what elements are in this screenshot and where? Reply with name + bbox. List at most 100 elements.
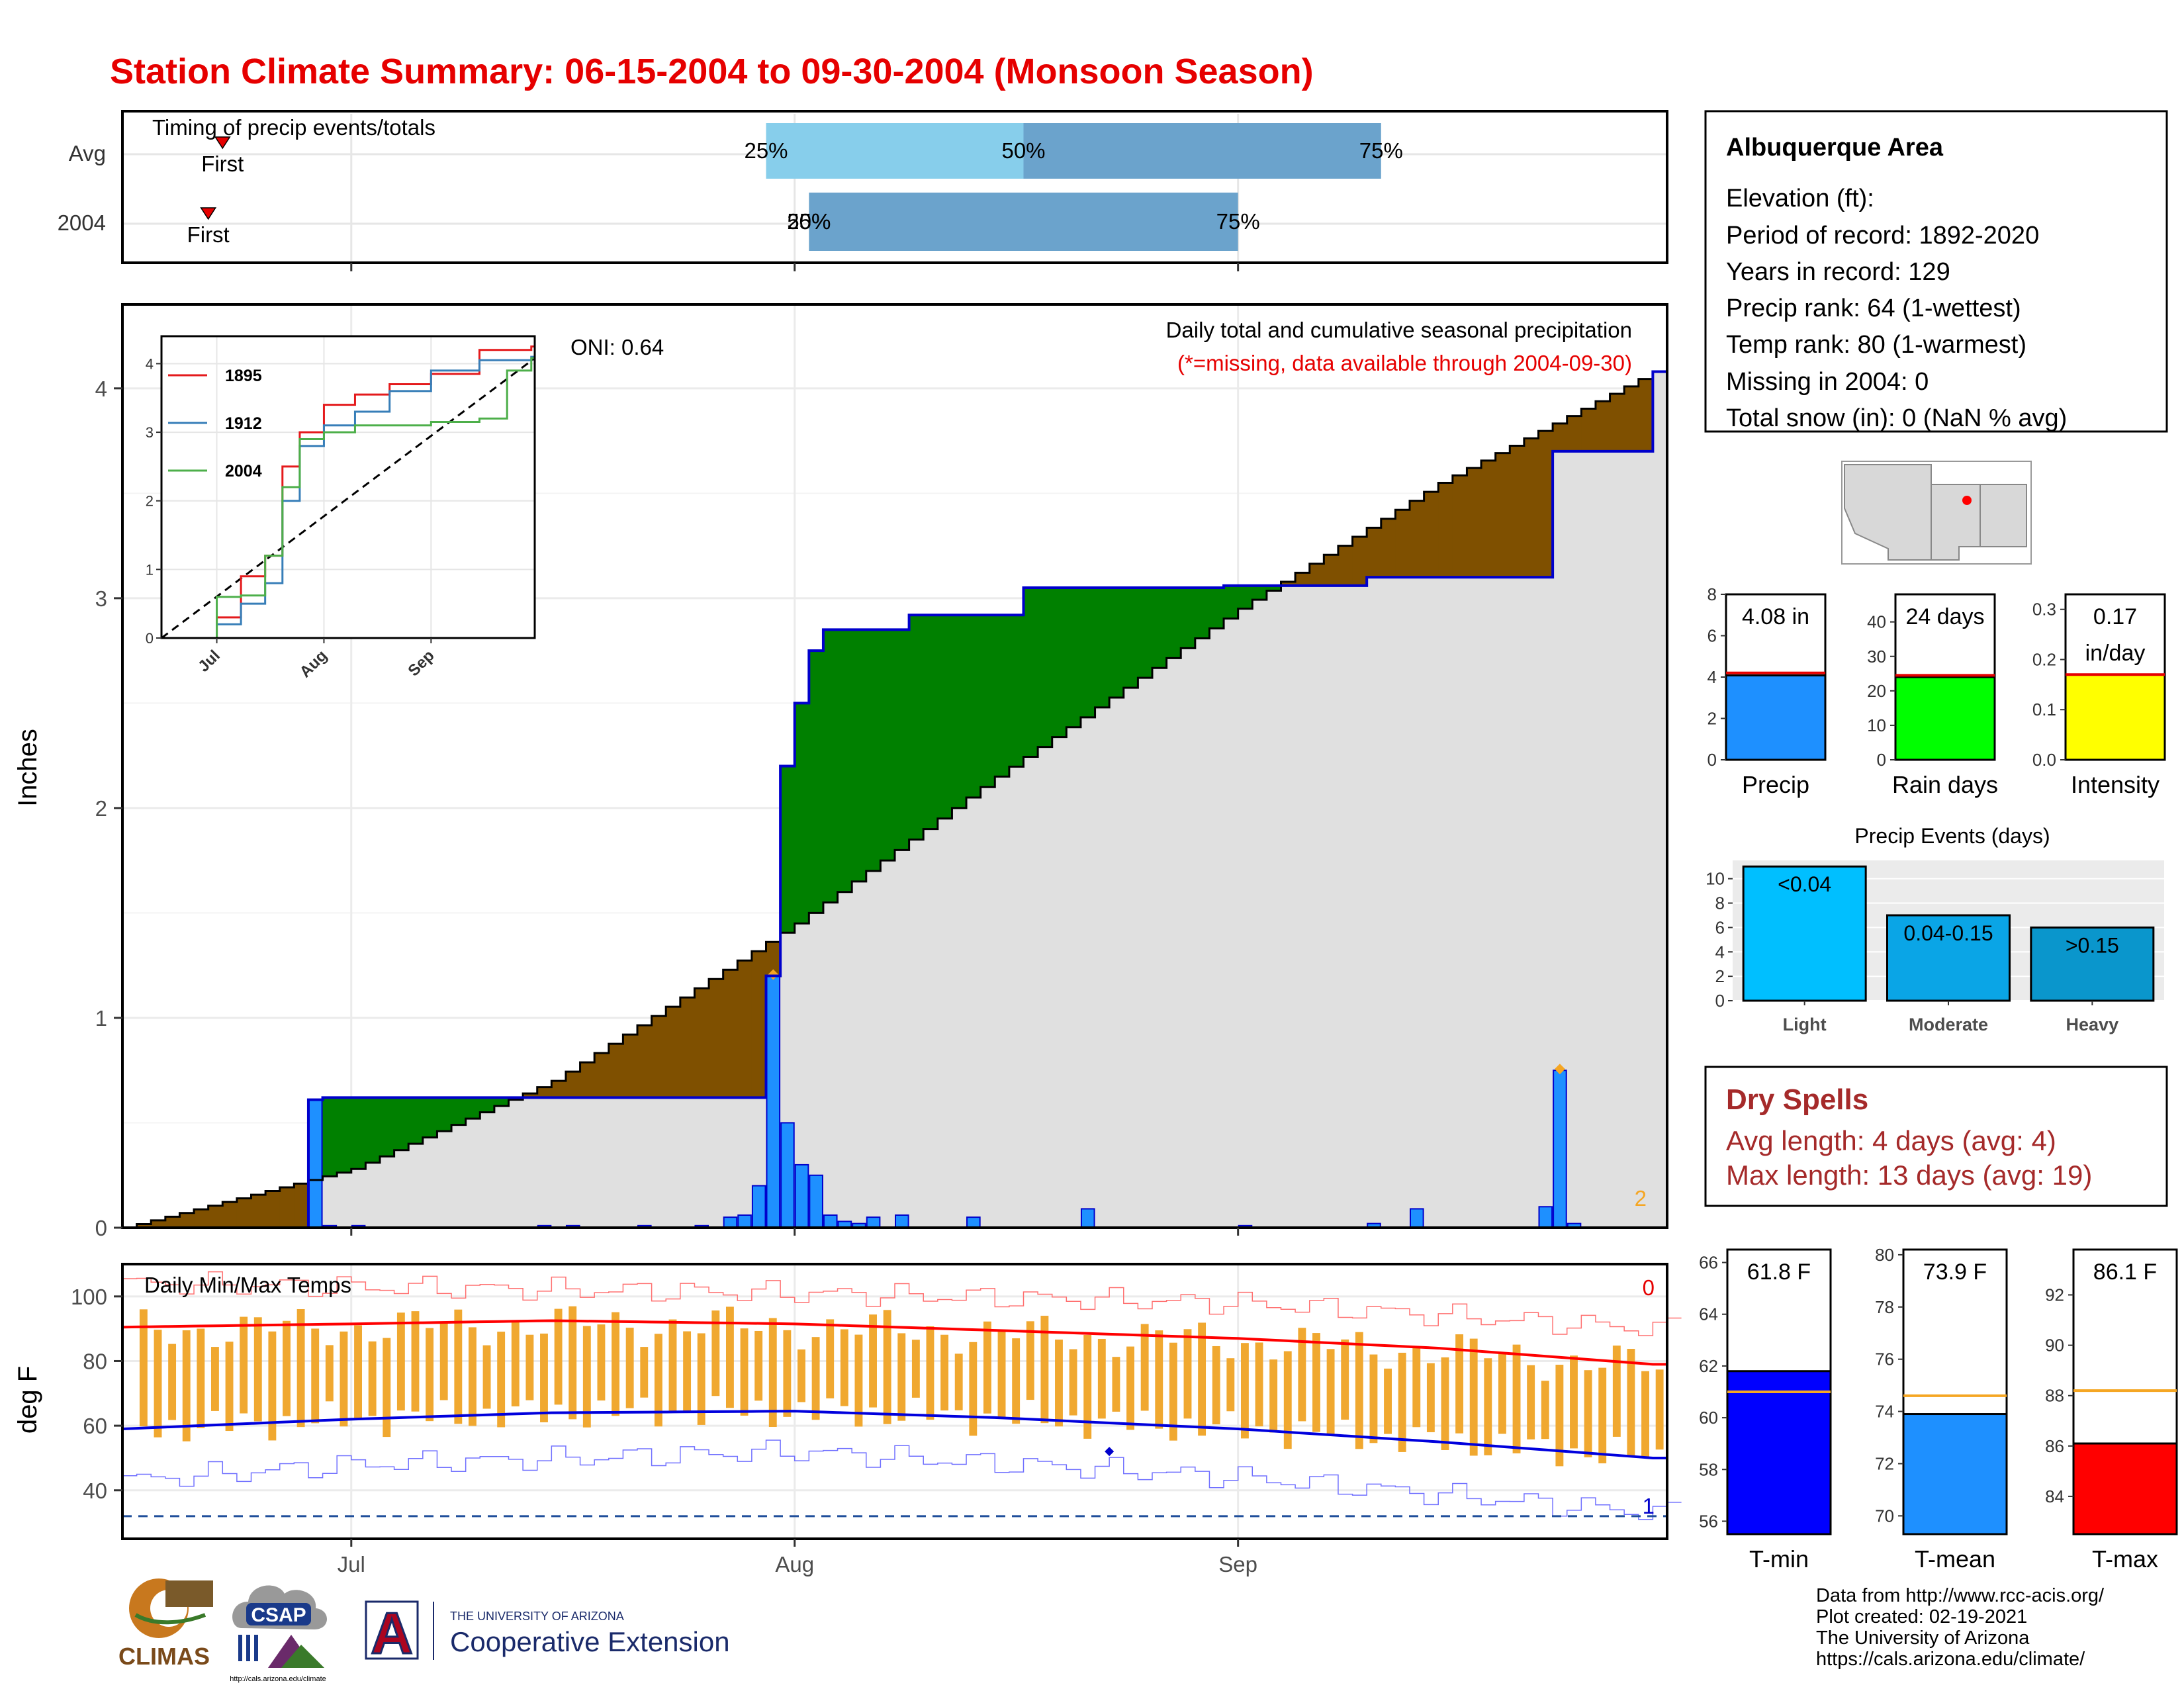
above-average-area [1080,588,1096,717]
daily-temp-range-bar [711,1310,720,1396]
daily-temp-range-bar [969,1342,978,1436]
events-ytick-label: 8 [1715,893,1725,913]
university-of-arizona-logo: A THE UNIVERSITY OF ARIZONA Cooperative … [365,1600,730,1667]
climas-text: CLIMAS [118,1643,210,1670]
above-average-area [780,766,796,933]
daily-temp-range-bar [296,1308,305,1428]
temp-summary-t-mean-ytick-label: 80 [1875,1245,1894,1265]
below-average-area [1309,563,1324,586]
summary-precip-value-label: 4.08 in [1742,604,1809,629]
below-average-area [1610,394,1625,451]
above-average-area [322,1097,338,1177]
timing-p25-label-2004: 25% [787,209,831,234]
main-ytick-label: 1 [95,1006,107,1030]
cumulative-2004-line [122,370,1667,1229]
below-average-area [1338,545,1353,586]
daily-temp-range-bar [640,1347,649,1398]
below-average-area [1581,408,1596,451]
daily-temp-range-bar [411,1311,420,1412]
temps-panel: 40 60 80 100 Jul Aug Sep Daily Min/Max Temps 0… [13,1263,1682,1577]
daily-temp-range-bar [612,1312,619,1416]
timing-bar-avg-q2 [1023,123,1381,179]
above-average-area [794,703,809,924]
daily-temp-range-bar [511,1320,520,1406]
station-line: Missing in 2004: 0 [1726,368,1929,396]
below-average-area [694,988,709,1098]
below-average-area [1381,518,1396,578]
temp-summary-t-max-value-label: 86.1 F [2093,1259,2157,1285]
summary-intensity-category-label: Intensity [2071,771,2160,798]
daily-temp-range-bar [210,1347,219,1411]
daily-temp-range-bar [197,1328,205,1428]
daily-temp-range-bar [897,1333,906,1421]
events-bar-light [1742,865,1867,1002]
daily-temp-range-bar [1498,1353,1506,1434]
below-average-area [1624,386,1639,451]
inset-series-line [161,357,535,639]
daily-temp-range-bar [396,1312,405,1411]
temps-xtick-label: Jul [338,1552,365,1577]
above-average-area [1109,588,1124,698]
above-average-area [1181,588,1196,649]
above-average-area [465,1097,480,1119]
above-average-area [1009,615,1024,767]
daily-temp-range-bar [1469,1338,1478,1456]
above-average-area [823,629,839,903]
timing-title: Timing of precip events/totals [152,115,435,140]
temp-summary-t-min-ytick-label: 60 [1699,1408,1718,1428]
summary-rain-days-ytick-label: 40 [1867,612,1886,632]
daily-precip-bar [737,1214,752,1229]
daily-precip-bar [966,1216,981,1228]
above-average-area [966,615,981,798]
daily-precip-bar [1080,1208,1095,1229]
daily-precip-bar [823,1214,838,1229]
temps-ytick-label: 100 [71,1285,107,1309]
daily-temp-range-bar [1341,1339,1349,1420]
above-average-area [1038,588,1053,747]
daily-temp-range-bar [253,1317,262,1422]
temp-summary-t-min-value-label: 61.8 F [1747,1259,1811,1285]
temp-summary-t-min-bar [1726,1370,1832,1535]
locator-map [1841,461,2032,565]
daily-temp-range-bar [926,1326,934,1420]
temps-ytick-label: 60 [83,1414,107,1438]
below-average-area [222,1202,238,1228]
temp-summary-t-max-ytick-label: 86 [2045,1436,2064,1456]
below-average-area [1638,379,1653,451]
summary-intensity: 0.0 0.1 0.2 0.3 0.17 in/day Intensity [2032,593,2166,798]
daily-temp-range-bar [1555,1365,1564,1467]
temp-summary-t-max-ytick-label: 90 [2045,1336,2064,1355]
daily-temp-range-bar [268,1331,277,1441]
below-average-area [194,1209,209,1228]
events-category-label: Heavy [2066,1015,2119,1034]
daily-temp-range-bar [154,1330,162,1438]
station-name: Albuquerque Area [1726,134,1944,161]
daily-precip-bar [308,1099,323,1229]
daily-temp-range-bar [1083,1334,1092,1439]
daily-temp-range-bar [554,1308,563,1405]
above-average-area [1138,588,1153,678]
average-max-line [122,1319,1667,1366]
daily-max-marker [1554,1064,1565,1075]
above-average-area [937,615,953,819]
daily-temp-range-bar [1598,1367,1607,1464]
daily-temp-range-bar [1484,1358,1492,1455]
inset-legend-label: 2004 [225,462,262,480]
below-average-area [680,997,696,1098]
above-average-area [923,615,938,829]
summary-intensity-ytick-label: 0.3 [2032,600,2056,619]
daily-temp-range-bar [1097,1338,1106,1419]
station-location-dot [1962,496,1972,505]
above-average-area [408,1097,424,1144]
csap-text: CSAP [251,1604,306,1626]
station-line: Elevation (ft): [1726,185,1874,212]
temp-summary-t-mean-ytick-label: 70 [1875,1506,1894,1526]
summary-intensity-ytick-label: 0.0 [2032,750,2056,770]
events-category-label: Light [1783,1015,1827,1034]
precip-main-panel: 0 1 2 3 4 Inches ONI: 0.64 Daily total and c… [13,303,1668,1240]
temp-summary-t-mean-ytick-label: 78 [1875,1297,1894,1317]
timing-first-label-2004: First [187,222,230,247]
above-average-area [1209,588,1224,629]
inset-ytick-label: 1 [146,561,154,578]
main-ytick-label: 2 [95,796,107,821]
